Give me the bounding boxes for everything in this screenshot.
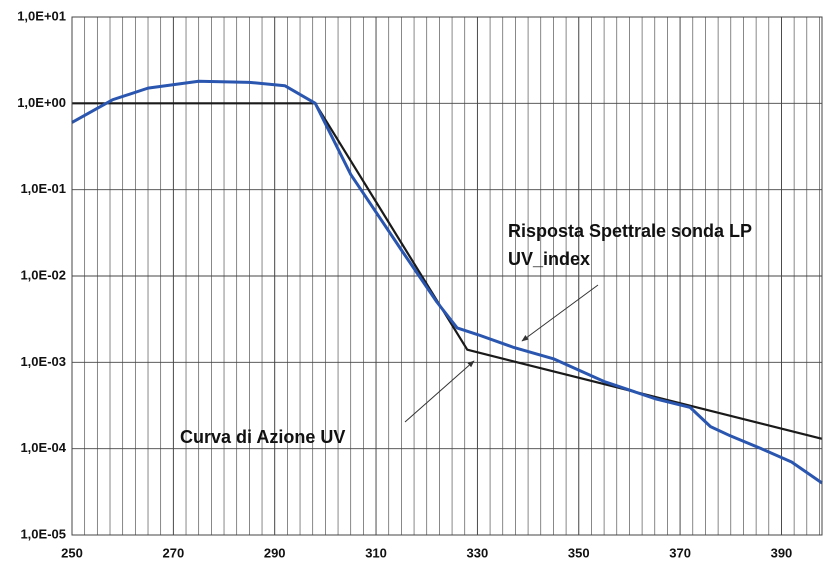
x-tick-label: 330 xyxy=(467,545,489,560)
y-tick-label: 1,0E-02 xyxy=(20,267,66,282)
grid xyxy=(71,16,822,536)
plot-frame xyxy=(71,16,823,536)
arrow xyxy=(521,284,599,342)
x-tick-label: 350 xyxy=(568,545,590,560)
y-tick-label: 1,0E-05 xyxy=(20,526,66,541)
lines xyxy=(71,79,823,485)
arrow xyxy=(404,360,475,423)
annotation: Risposta Spettrale sonda LP xyxy=(508,221,752,241)
y-tick-label: 1,0E-03 xyxy=(20,354,66,369)
annotation: Curva di Azione UV xyxy=(180,427,345,447)
x-tick-label: 290 xyxy=(264,545,286,560)
x-tick-label: 310 xyxy=(365,545,387,560)
series-line xyxy=(72,102,823,440)
x-tick-label: 250 xyxy=(61,545,83,560)
y-tick-label: 1,0E+01 xyxy=(17,8,66,23)
series-line xyxy=(71,79,823,485)
x-tick-label: 270 xyxy=(162,545,184,560)
annotation: UV_index xyxy=(508,249,590,269)
y-tick-label: 1,0E-04 xyxy=(20,440,66,455)
y-tick-label: 1,0E-01 xyxy=(20,181,66,196)
x-tick-label: 370 xyxy=(669,545,691,560)
y-tick-label: 1,0E+00 xyxy=(17,95,66,110)
x-tick-label: 390 xyxy=(771,545,793,560)
